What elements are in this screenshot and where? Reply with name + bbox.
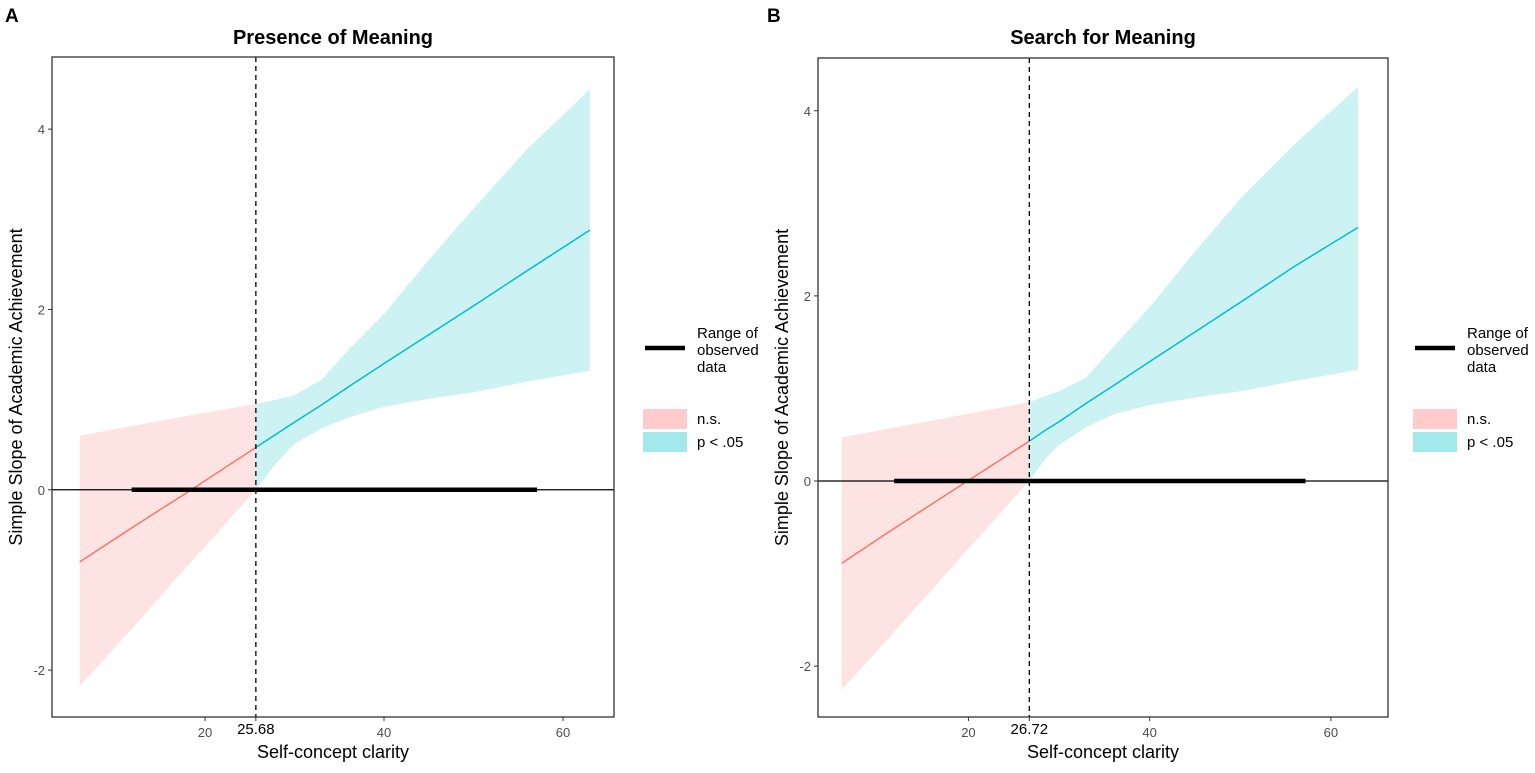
legend-sig-swatch <box>1413 432 1457 452</box>
legend-range-label: observed <box>697 342 759 359</box>
plot-frame <box>817 57 1389 718</box>
x-tick-label: 60 <box>556 725 570 740</box>
legend-range-label: Range of <box>1467 325 1529 342</box>
panel-label: B <box>767 6 781 27</box>
legend-ns-swatch <box>1413 409 1457 429</box>
threshold-label: 25.68 <box>237 721 275 738</box>
plot-frame <box>51 56 615 718</box>
panel-title: Search for Meaning <box>1010 27 1196 49</box>
panel-title: Presence of Meaning <box>233 27 433 49</box>
ns-confidence-band <box>79 404 256 687</box>
y-tick-label: -2 <box>799 659 811 674</box>
threshold-label: 26.72 <box>1011 721 1049 738</box>
legend-sig-label: p < .05 <box>1467 434 1513 451</box>
legend-range-label: Range of <box>697 325 759 342</box>
legend-sig-swatch <box>643 432 687 452</box>
ns-slope-line <box>79 446 257 563</box>
sig-slope-line <box>255 229 591 449</box>
x-tick-label: 60 <box>1324 725 1338 740</box>
legend-ns-swatch <box>643 409 687 429</box>
sig-slope-line <box>1028 226 1359 442</box>
y-tick-label: 4 <box>38 122 45 137</box>
ns-confidence-band <box>841 402 1030 691</box>
ns-slope-line <box>841 440 1030 564</box>
y-tick-label: -2 <box>33 663 45 678</box>
y-tick-label: 4 <box>804 104 811 119</box>
y-tick-label: 2 <box>38 302 45 317</box>
panel-b: 20 40 60 26.72 -2 0 2 4 Search for Meaning B Self-… <box>767 6 1529 762</box>
legend-range-label: data <box>1467 359 1497 376</box>
panel-a: 20 40 60 25.68 -2 0 2 4 Presence of Meaning A Self… <box>5 6 759 762</box>
x-tick-label: 40 <box>377 725 391 740</box>
legend-range-label: data <box>697 359 727 376</box>
sig-confidence-band <box>1029 86 1359 481</box>
x-tick-label: 20 <box>961 725 975 740</box>
y-tick-label: 0 <box>804 474 811 489</box>
y-tick-label: 2 <box>804 289 811 304</box>
x-tick-label: 40 <box>1142 725 1156 740</box>
y-axis-label: Simple Slope of Academic Achievement <box>772 229 792 546</box>
x-axis-label: Self-concept clarity <box>257 742 409 762</box>
legend-range-label: observed <box>1467 342 1529 359</box>
x-tick-label: 20 <box>198 725 212 740</box>
panel-label: A <box>5 6 19 27</box>
y-tick-label: 0 <box>38 483 45 498</box>
sig-confidence-band <box>255 89 590 490</box>
x-axis-label: Self-concept clarity <box>1027 742 1179 762</box>
legend-ns-label: n.s. <box>697 411 721 428</box>
legend-sig-label: p < .05 <box>697 434 743 451</box>
legend-ns-label: n.s. <box>1467 411 1491 428</box>
y-axis-label: Simple Slope of Academic Achievement <box>6 228 26 545</box>
